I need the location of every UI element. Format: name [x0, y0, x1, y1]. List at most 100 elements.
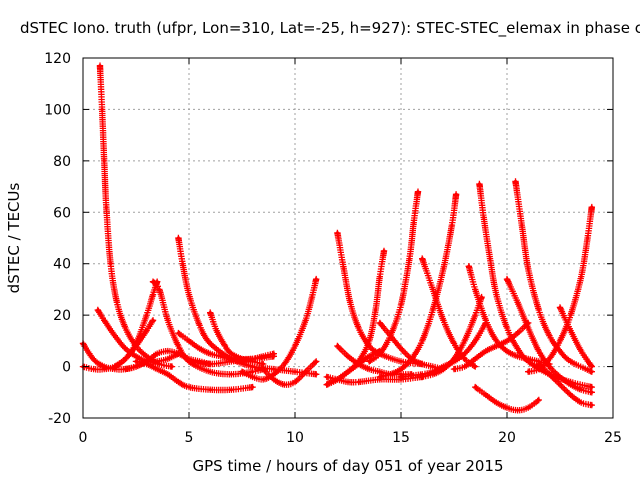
data-point	[473, 385, 477, 389]
data-point	[151, 318, 155, 322]
data-point	[547, 372, 552, 376]
y-tick-label: 20	[53, 308, 71, 324]
data-point	[473, 287, 477, 292]
data-point	[378, 375, 382, 379]
data-point	[348, 300, 352, 304]
y-tick-label: 0	[62, 360, 71, 376]
data-point	[484, 318, 488, 322]
data-point	[272, 367, 276, 371]
data-point	[516, 300, 520, 304]
data-point	[367, 354, 371, 358]
data-point	[431, 372, 435, 376]
x-tick-label: 5	[185, 430, 194, 446]
data-point	[208, 370, 212, 374]
x-tick-label: 20	[498, 430, 516, 446]
x-tick-label: 15	[392, 430, 410, 446]
data-point	[463, 339, 467, 343]
data-point	[367, 359, 371, 364]
data-point	[407, 256, 412, 261]
data-point	[151, 280, 155, 284]
data-point	[526, 370, 530, 374]
data-point	[170, 364, 174, 369]
data-point	[123, 346, 127, 351]
data-point	[520, 223, 524, 227]
data-point	[420, 256, 424, 261]
data-point	[261, 377, 265, 382]
data-point	[346, 370, 350, 374]
data-point	[208, 341, 212, 346]
data-point	[187, 385, 191, 389]
data-point	[104, 205, 108, 209]
data-point	[102, 318, 106, 322]
y-tick-label: -20	[48, 411, 71, 427]
data-point	[378, 370, 382, 374]
data-point	[229, 388, 233, 392]
data-point	[558, 382, 562, 387]
data-point	[547, 334, 552, 338]
data-point	[473, 339, 477, 343]
data-point	[113, 334, 117, 338]
data-point	[92, 367, 96, 371]
data-point	[335, 344, 339, 348]
data-point	[378, 352, 382, 356]
data-point	[388, 372, 392, 376]
data-point	[145, 328, 149, 333]
data-point	[304, 318, 308, 322]
series-13	[260, 358, 320, 388]
series-23	[376, 191, 460, 381]
series-14	[238, 275, 320, 383]
data-point	[155, 352, 159, 356]
data-point	[342, 267, 346, 271]
data-point	[590, 205, 594, 209]
data-point	[219, 354, 223, 358]
series-29	[419, 293, 485, 381]
data-point	[123, 357, 127, 361]
data-point	[482, 215, 486, 220]
data-point	[166, 349, 170, 353]
data-point	[145, 354, 149, 358]
series-34	[525, 203, 595, 375]
data-point	[590, 403, 594, 407]
data-point	[452, 357, 456, 361]
data-point	[537, 362, 541, 366]
series-28	[472, 383, 542, 414]
data-point	[176, 352, 180, 356]
plot-frame	[82, 57, 614, 419]
data-point	[187, 359, 191, 364]
data-point	[272, 352, 276, 356]
data-point	[558, 305, 562, 310]
data-point	[399, 303, 403, 307]
data-point	[151, 292, 155, 297]
data-point	[569, 328, 573, 333]
data-point	[537, 349, 541, 353]
data-point	[473, 364, 477, 369]
data-point	[579, 349, 583, 353]
y-tick-label: 80	[53, 154, 71, 170]
data-point	[310, 295, 314, 299]
data-point	[335, 377, 339, 382]
data-point	[166, 318, 170, 322]
data-point	[187, 339, 191, 343]
data-point	[450, 223, 454, 227]
data-point	[214, 328, 219, 333]
data-point	[113, 364, 117, 369]
series-33	[556, 304, 595, 370]
data-point	[537, 367, 541, 371]
series-group	[79, 62, 595, 414]
data-point	[94, 359, 98, 364]
data-point	[176, 380, 180, 384]
data-point	[314, 372, 318, 376]
data-point	[505, 277, 509, 281]
data-point	[176, 344, 180, 348]
data-point	[399, 367, 403, 371]
data-point	[526, 359, 530, 364]
data-point	[261, 362, 265, 366]
data-point	[420, 375, 424, 379]
series-17-markers	[334, 229, 426, 368]
data-point	[282, 382, 286, 387]
data-point	[590, 390, 594, 394]
data-point	[378, 321, 382, 325]
data-point	[412, 220, 416, 225]
data-point	[420, 362, 424, 366]
